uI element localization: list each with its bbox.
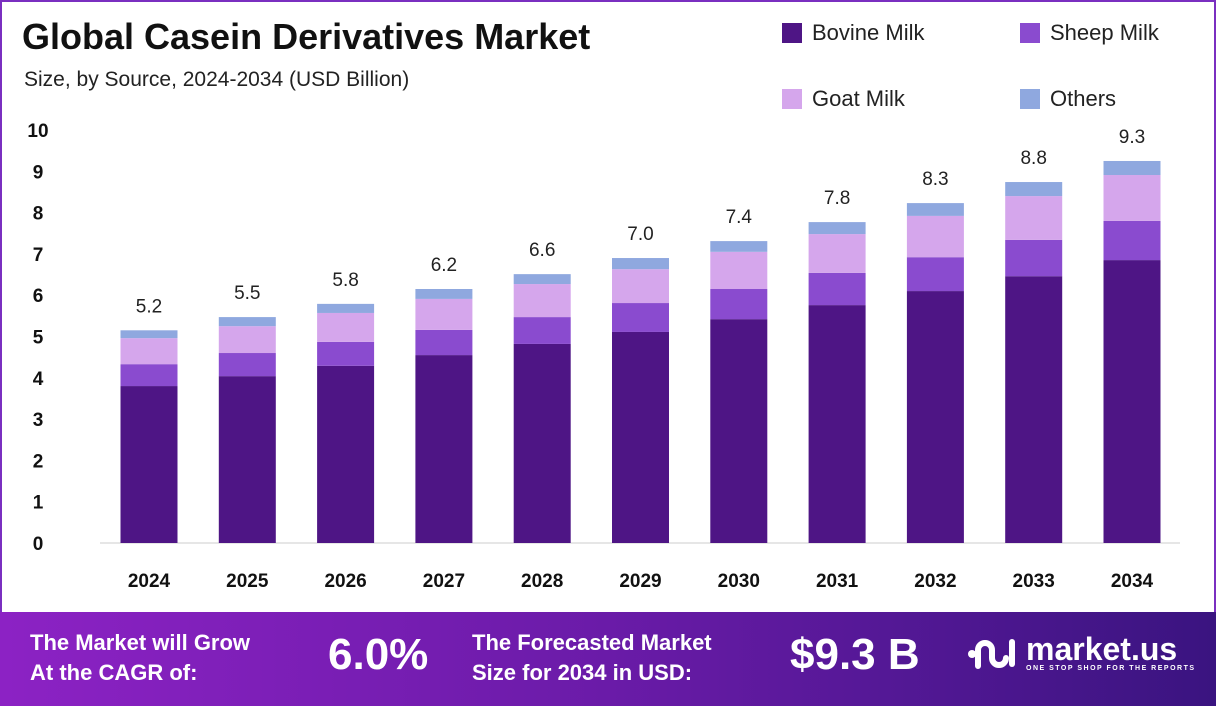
summary-banner: The Market will Grow At the CAGR of: 6.0%… (0, 612, 1216, 706)
bar-segment (906, 215, 964, 258)
legend-item-bovine: Bovine Milk (782, 20, 924, 46)
y-tick-label: 3 (33, 410, 44, 431)
x-tick-label: 2034 (1111, 571, 1154, 592)
y-tick-label: 7 (33, 245, 44, 266)
bar-segment (513, 343, 571, 543)
cagr-value: 6.0% (328, 630, 429, 679)
bar-segment (612, 331, 669, 543)
bar-segment (218, 317, 276, 327)
bar-segment (317, 312, 375, 342)
logo-icon (968, 639, 1015, 669)
bar-segment (513, 284, 571, 318)
legend-label: Others (1050, 86, 1117, 111)
bar-segment (218, 376, 276, 543)
bar-segment (317, 341, 375, 366)
x-tick-label: 2027 (423, 571, 465, 592)
bar-segment (808, 222, 866, 235)
bar-segment (1103, 260, 1161, 543)
legend-label: Bovine Milk (812, 20, 925, 45)
bar-segment (710, 289, 768, 320)
bar-segment (415, 355, 473, 543)
bar-segment (906, 291, 964, 543)
total-label: 6.2 (431, 255, 457, 276)
y-tick-label: 9 (33, 162, 44, 183)
x-tick-label: 2025 (226, 571, 269, 592)
y-tick-label: 4 (33, 369, 44, 390)
y-tick-label: 1 (33, 493, 44, 514)
total-label: 7.8 (824, 188, 850, 209)
bar-segment (808, 234, 866, 273)
market-us-logo: market.us ONE STOP SHOP FOR THE REPORTS (966, 632, 1196, 672)
total-label: 5.5 (234, 283, 260, 304)
forecast-value: $9.3 B (790, 630, 920, 679)
total-label: 5.8 (332, 270, 358, 291)
bar-segment (513, 274, 571, 285)
bar-segment (317, 303, 375, 313)
total-label: 7.0 (627, 224, 653, 245)
bar-segment (1005, 196, 1063, 240)
total-label: 8.8 (1020, 148, 1046, 169)
x-tick-label: 2030 (718, 571, 760, 592)
chart-subtitle: Size, by Source, 2024-2034 (USD Billion) (24, 68, 410, 91)
bar-segment (120, 386, 178, 543)
bar-segment (1103, 160, 1161, 176)
x-tick-label: 2033 (1013, 571, 1055, 592)
bar-segment (415, 329, 473, 356)
x-tick-label: 2029 (619, 571, 661, 592)
total-label: 5.2 (136, 296, 162, 317)
bar-segment (710, 319, 768, 543)
y-tick-label: 10 (27, 121, 48, 142)
bar-segment (120, 364, 178, 387)
bar-segment (612, 303, 669, 332)
x-tick-label: 2031 (816, 571, 859, 592)
bar-segment (612, 258, 669, 270)
bar-segment (710, 251, 768, 290)
bar-segment (808, 305, 866, 543)
bar-segment (1005, 182, 1063, 197)
x-tick-label: 2026 (324, 571, 366, 592)
y-tick-label: 5 (33, 328, 44, 349)
x-tick-label: 2028 (521, 571, 563, 592)
legend-item-others: Others (1020, 86, 1116, 112)
forecast-label: The Forecasted Market Size for 2034 in US… (472, 630, 712, 685)
bar-segment (1103, 220, 1161, 261)
y-tick-label: 0 (33, 534, 44, 555)
total-label: 6.6 (529, 240, 555, 261)
x-tick-label: 2024 (128, 571, 171, 592)
bar-segment (415, 289, 473, 299)
legend-item-sheep: Sheep Milk (1020, 20, 1159, 46)
total-label: 9.3 (1119, 127, 1145, 148)
legend-swatch (1020, 89, 1040, 109)
y-tick-label: 6 (33, 286, 44, 307)
bar-segment (218, 353, 276, 377)
bar-segment (1005, 276, 1063, 543)
bar-segment (710, 241, 768, 252)
bar-segment (1103, 175, 1161, 221)
chart-title: Global Casein Derivatives Market (22, 16, 591, 57)
bar-segment (317, 365, 375, 543)
total-label: 8.3 (922, 169, 948, 190)
bar-segment (612, 269, 669, 304)
bar-segment (120, 330, 178, 339)
legend-swatch (782, 23, 802, 43)
x-tick-label: 2032 (914, 571, 956, 592)
y-tick-label: 2 (33, 451, 44, 472)
bar-segment (906, 257, 964, 292)
legend-item-goat: Goat Milk (782, 86, 905, 112)
total-label: 7.4 (726, 207, 753, 228)
cagr-label: The Market will Grow At the CAGR of: (30, 630, 251, 685)
bar-segment (513, 317, 571, 344)
legend-label: Sheep Milk (1050, 20, 1159, 45)
bar-segment (808, 272, 866, 306)
bar-segment (906, 203, 964, 216)
legend-swatch (782, 89, 802, 109)
y-tick-label: 8 (33, 204, 44, 225)
bar-segment (415, 298, 473, 330)
legend-label: Goat Milk (812, 86, 905, 111)
bar-segment (120, 338, 178, 365)
bar-chart: 0 1 2 3 4 5 6 7 8 9 10 5.2 2024 5.5 2025 5.8 2026 6.2 2027… (27, 121, 1180, 592)
bar-segment (1005, 239, 1063, 277)
bar-segment (218, 326, 276, 354)
legend-swatch (1020, 23, 1040, 43)
